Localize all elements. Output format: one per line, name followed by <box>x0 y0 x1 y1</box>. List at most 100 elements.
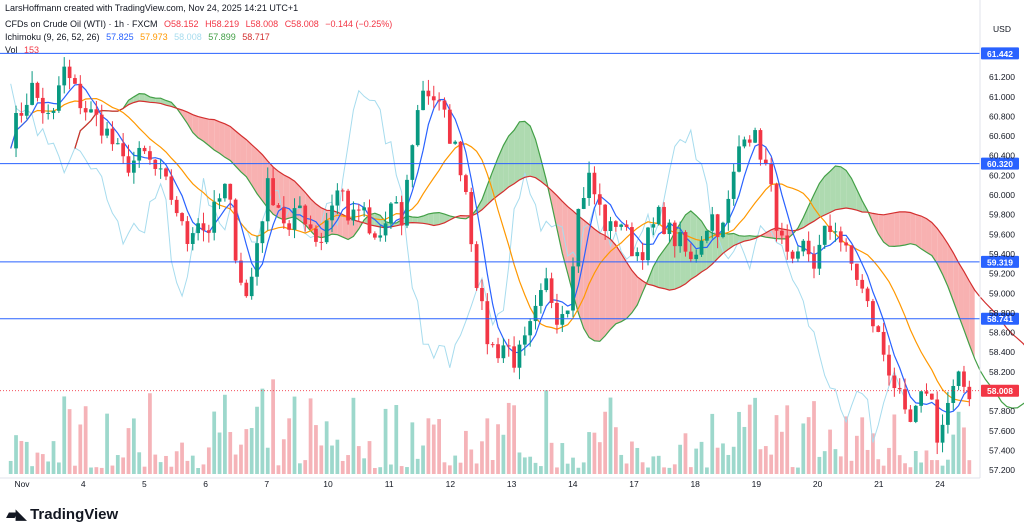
cloud-segment <box>192 114 199 138</box>
cloud-segment <box>342 214 349 240</box>
price-tick-label: 58.200 <box>989 367 1015 377</box>
candle-body <box>967 386 972 400</box>
candle-body <box>324 220 329 243</box>
volume-bar <box>512 405 516 474</box>
cloud-segment <box>872 213 879 234</box>
candle-body <box>110 128 115 145</box>
candle-body <box>121 143 126 157</box>
candle-body <box>533 305 538 322</box>
candle-body <box>169 176 174 200</box>
cloud-segment <box>530 126 536 178</box>
candle-body <box>196 223 200 234</box>
candle-body <box>244 282 249 297</box>
candle-body <box>597 194 602 205</box>
time-tick-label: 21 <box>874 479 884 489</box>
volume-bar <box>335 439 340 474</box>
volume-bar <box>281 439 286 474</box>
candle-body <box>565 310 570 315</box>
cloud-segment <box>514 121 520 184</box>
candle-body <box>517 344 522 368</box>
candle-body <box>688 251 693 260</box>
price-tick-label: 59.200 <box>989 269 1015 279</box>
volume-bar <box>646 467 650 474</box>
candle-body <box>356 209 361 211</box>
price-tick-label: 59.000 <box>989 288 1015 298</box>
candle-body <box>790 251 795 259</box>
cloud-segment <box>808 194 815 225</box>
time-tick-label: 20 <box>813 479 823 489</box>
price-tick-label: 60.200 <box>989 170 1015 180</box>
volume-bar <box>688 467 693 474</box>
candle-body <box>619 224 624 227</box>
cloud-segment <box>910 212 916 245</box>
volume-bar <box>683 433 688 474</box>
candle-body <box>876 326 881 332</box>
volume-bar <box>271 379 275 474</box>
cloud-segment <box>208 119 215 150</box>
candle-body <box>871 301 875 327</box>
span-b-value: 58.717 <box>242 32 270 42</box>
cloud-segment <box>846 170 852 209</box>
volume-bar <box>35 452 40 474</box>
volume-bar <box>94 467 99 474</box>
volume-bar <box>490 459 495 474</box>
candle-body <box>437 100 441 102</box>
cloud-segment <box>230 126 236 167</box>
volume-bar <box>935 460 940 474</box>
cloud-segment <box>353 219 359 237</box>
cloud-segment <box>155 98 161 104</box>
volume-bar <box>662 467 666 474</box>
candle-body <box>308 224 313 229</box>
volume-bar <box>678 444 682 474</box>
candle-body <box>405 179 409 226</box>
symbol-legend[interactable]: CFDs on Crude Oil (WTI) · 1h · FXCM O58.… <box>5 19 396 29</box>
candle-body <box>721 222 725 238</box>
volume-bar <box>501 434 506 474</box>
candle-body <box>758 130 763 160</box>
candle-body <box>897 388 902 390</box>
candle-body <box>854 263 859 280</box>
volume-bar <box>576 467 581 474</box>
cloud-segment <box>658 249 665 289</box>
volume-bar <box>89 467 93 474</box>
volume-bar <box>737 411 741 474</box>
price-tick-label: 58.800 <box>989 308 1015 318</box>
volume-bar <box>14 435 18 474</box>
volume-bar <box>324 421 329 474</box>
volume-bar <box>239 444 243 474</box>
volume-bar <box>522 457 527 474</box>
ichimoku-legend[interactable]: Ichimoku (9, 26, 52, 26) 57.825 57.973 5… <box>5 32 274 42</box>
volume-bar <box>619 454 624 474</box>
candle-body <box>705 230 709 241</box>
volume-bar <box>196 467 200 474</box>
volume-legend[interactable]: Vol 153 <box>5 45 43 55</box>
tradingview-logo: ▰◣ TradingView <box>6 505 118 523</box>
price-tick-label: 61.200 <box>989 72 1015 82</box>
volume-bar <box>485 418 490 474</box>
volume-bar <box>705 467 709 474</box>
candle-body <box>581 198 586 209</box>
volume-bar <box>946 459 950 474</box>
volume-bar <box>630 441 634 474</box>
cloud-segment <box>481 185 488 210</box>
candle-body <box>383 223 388 236</box>
candle-body <box>774 184 779 231</box>
candle-body <box>362 207 367 211</box>
candle-body <box>40 97 45 114</box>
close-value: C58.008 <box>284 19 319 29</box>
candle-body <box>292 208 297 230</box>
candle-body <box>555 302 559 325</box>
cloud-segment <box>803 205 809 228</box>
volume-bar <box>860 417 865 474</box>
volume-bar <box>292 396 297 474</box>
volume-bar <box>255 406 259 474</box>
candle-body <box>265 178 270 222</box>
candle-body <box>239 260 243 283</box>
candle-body <box>67 66 72 79</box>
candle-body <box>587 172 591 199</box>
candle-body <box>474 244 479 288</box>
volume-bar <box>115 455 120 474</box>
volume-bar <box>421 445 425 474</box>
candle-body <box>367 207 372 234</box>
